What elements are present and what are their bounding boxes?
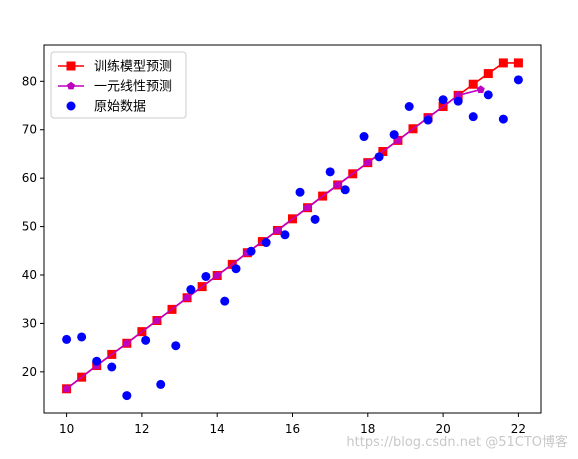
data-point	[340, 185, 350, 195]
legend-label: 一元线性预测	[94, 80, 172, 95]
data-point	[201, 271, 211, 281]
data-point	[404, 101, 414, 111]
data-point	[303, 203, 312, 212]
data-point	[513, 58, 523, 68]
data-point	[122, 339, 131, 347]
x-tick-label: 22	[511, 422, 526, 436]
data-point	[152, 316, 161, 324]
data-point	[220, 296, 230, 306]
data-point	[62, 384, 71, 393]
y-tick-label: 20	[22, 365, 37, 379]
data-point	[468, 79, 478, 89]
data-point	[359, 132, 369, 142]
data-point	[183, 293, 192, 302]
data-point	[423, 115, 433, 125]
data-point	[122, 391, 132, 401]
y-tick-label: 80	[22, 74, 37, 88]
data-point	[498, 114, 508, 124]
data-point	[454, 91, 463, 99]
x-tick-label: 16	[285, 422, 300, 436]
y-axis: 20 30 40 50 60 70 80	[22, 74, 44, 379]
data-point	[325, 167, 335, 177]
x-tick-label: 12	[134, 422, 149, 436]
data-point	[92, 356, 102, 366]
data-point	[77, 332, 87, 342]
x-tick-label: 18	[360, 422, 375, 436]
data-point	[141, 335, 151, 345]
data-point	[498, 58, 508, 68]
data-point	[374, 152, 384, 162]
legend-marker	[67, 81, 75, 90]
x-axis: 10 12 14 16 18 20 22	[59, 413, 526, 436]
series-scatter-2	[62, 75, 523, 401]
watermark: https://blog.csdn.net @51CTO博客	[346, 434, 568, 450]
data-point	[310, 214, 320, 224]
data-point	[438, 95, 448, 105]
data-point	[280, 230, 290, 240]
data-point	[62, 334, 72, 344]
data-point	[231, 264, 241, 274]
x-tick-label: 10	[59, 422, 74, 436]
legend-box	[50, 51, 187, 119]
data-point	[363, 158, 372, 167]
data-point	[513, 75, 523, 85]
data-point	[389, 130, 399, 140]
data-point	[261, 238, 271, 248]
data-point	[273, 226, 282, 234]
data-point	[186, 285, 196, 295]
data-point	[468, 112, 478, 122]
legend-label: 训练模型预测	[94, 60, 172, 75]
data-point	[156, 379, 166, 389]
data-point	[333, 180, 342, 189]
series-layer	[62, 58, 523, 401]
data-point	[453, 96, 463, 106]
y-tick-label: 50	[22, 220, 37, 234]
data-point	[476, 85, 485, 93]
legend-marker	[66, 61, 76, 71]
legend-label: 原始数据	[94, 100, 146, 115]
data-point	[107, 362, 117, 372]
y-tick-label: 60	[22, 171, 37, 185]
x-tick-label: 20	[435, 422, 450, 436]
y-tick-label: 70	[22, 123, 37, 137]
data-point	[295, 187, 305, 197]
data-point	[483, 69, 493, 79]
x-tick-label: 14	[210, 422, 225, 436]
data-point	[246, 246, 256, 256]
y-tick-label: 40	[22, 268, 37, 282]
data-point	[171, 341, 181, 351]
data-point	[483, 90, 493, 100]
y-tick-label: 30	[22, 316, 37, 330]
data-point	[213, 271, 222, 279]
legend-marker	[66, 101, 76, 111]
